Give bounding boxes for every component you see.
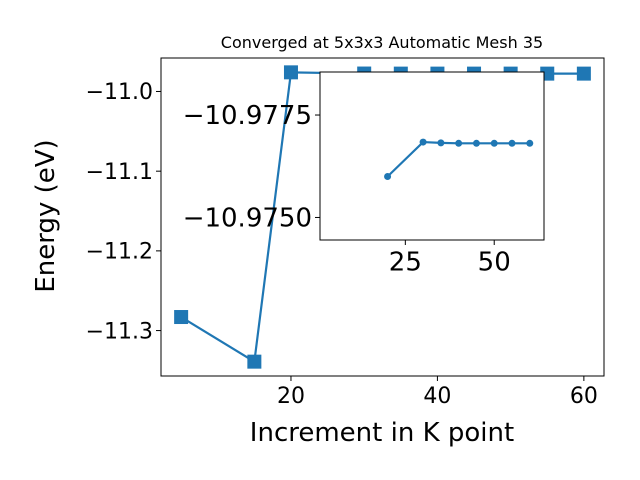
- main-y-tick-label: −11.2: [86, 240, 153, 265]
- main-x-tick-label: 20: [277, 384, 305, 409]
- inset-data-point: [437, 139, 445, 147]
- inset-x-tick-label: 50: [478, 247, 511, 277]
- inset-data-point: [384, 172, 392, 180]
- inset-chart: 25 50 −10.9775 −10.9750: [183, 71, 545, 277]
- main-y-tick-label: −11.3: [86, 319, 153, 344]
- inset-data-point: [419, 138, 427, 146]
- main-chart: Converged at 5x3x3 Automatic Mesh 35 Inc…: [31, 33, 605, 448]
- main-data-point: [247, 354, 262, 369]
- main-x-tick-label: 60: [570, 384, 598, 409]
- x-axis-label: Increment in K point: [250, 418, 514, 448]
- y-axis-label: Energy (eV): [31, 139, 61, 292]
- inset-axis-ticks: 25 50 −10.9775 −10.9750: [183, 101, 511, 277]
- inset-plot-frame: [319, 71, 545, 241]
- inset-data-point: [526, 139, 534, 147]
- inset-data-point: [455, 139, 463, 147]
- inset-y-tick-label: −10.9750: [183, 204, 312, 234]
- inset-series: [384, 138, 534, 180]
- inset-y-tick-label: −10.9775: [183, 101, 312, 131]
- inset-data-point: [490, 139, 498, 147]
- inset-data-point: [508, 139, 516, 147]
- chart-title: Converged at 5x3x3 Automatic Mesh 35: [221, 33, 543, 52]
- inset-background: [320, 72, 544, 240]
- inset-x-tick-label: 25: [389, 247, 422, 277]
- main-data-point: [576, 66, 591, 81]
- main-data-point: [174, 310, 189, 325]
- main-y-tick-label: −11.1: [86, 160, 153, 185]
- inset-data-point: [472, 139, 480, 147]
- main-axis-ticks: 20 40 60 −11.3 −11.2 −11.1 −11.0: [86, 80, 598, 409]
- main-data-point: [283, 65, 298, 80]
- main-x-tick-label: 40: [423, 384, 451, 409]
- main-y-tick-label: −11.0: [86, 80, 153, 105]
- main-plot-frame: [160, 57, 605, 377]
